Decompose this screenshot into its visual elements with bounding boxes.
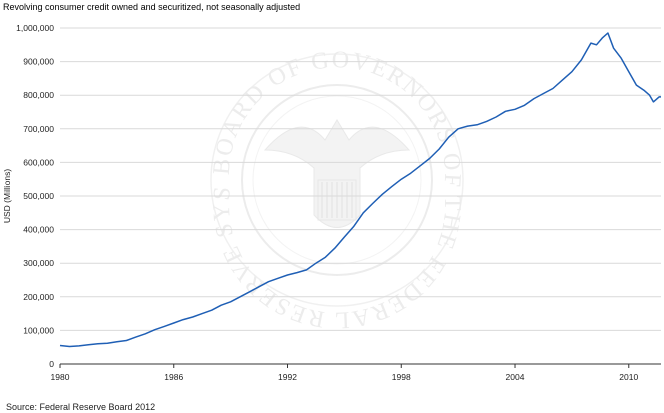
- x-tick-label: 1986: [164, 372, 183, 382]
- y-tick-label: 0: [49, 359, 54, 369]
- y-tick-label: 900,000: [23, 57, 54, 67]
- y-tick-label: 600,000: [23, 157, 54, 167]
- x-tick-label: 2004: [506, 372, 525, 382]
- y-axis-ticks: 0 100,000 200,000 300,000 400,000 500,000 600,…: [16, 23, 54, 369]
- y-tick-label: 400,000: [23, 225, 54, 235]
- source-note: Source: Federal Reserve Board 2012: [6, 402, 155, 412]
- federal-reserve-seal-watermark: BOARD OF GOVERNORS OF THE FEDERAL RESERV…: [0, 0, 464, 333]
- y-tick-label: 300,000: [23, 258, 54, 268]
- x-axis-ticks: 1980 1986 1992 1998 2004 2010: [51, 364, 638, 382]
- y-tick-label: 1,000,000: [16, 23, 54, 33]
- x-tick-label: 2010: [619, 372, 638, 382]
- series-line: [59, 32, 661, 348]
- y-tick-label: 800,000: [23, 90, 54, 100]
- y-tick-label: 700,000: [23, 124, 54, 134]
- x-tick-label: 1980: [51, 372, 70, 382]
- x-tick-label: 1992: [278, 372, 297, 382]
- x-tick-label: 1998: [392, 372, 411, 382]
- chart-title: Revolving consumer credit owned and secu…: [3, 2, 300, 12]
- seal-text: BOARD OF GOVERNORS OF THE FEDERAL RESERV…: [0, 0, 463, 333]
- y-tick-label: 500,000: [23, 191, 54, 201]
- y-axis-label: USD (Millions): [2, 169, 12, 223]
- y-tick-label: 200,000: [23, 292, 54, 302]
- y-tick-label: 100,000: [23, 325, 54, 335]
- gridlines: [60, 27, 661, 331]
